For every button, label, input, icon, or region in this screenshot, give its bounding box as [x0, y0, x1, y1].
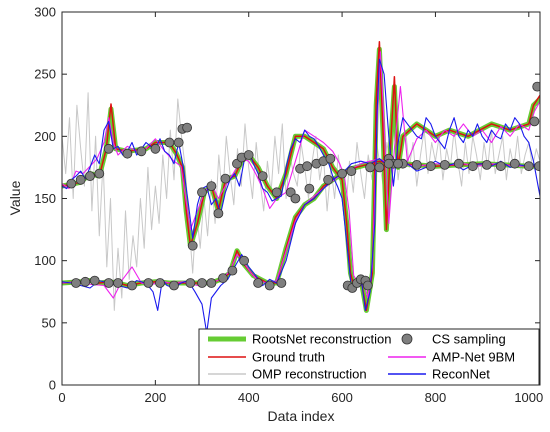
cs-sampling-point [206, 181, 217, 192]
cs-sampling-point [257, 171, 268, 182]
y-tick-label: 50 [42, 315, 56, 330]
cs-sampling-point [182, 122, 193, 133]
cs-sampling-point [169, 280, 179, 291]
y-tick-label: 300 [34, 5, 56, 20]
cs-sampling-point [529, 116, 540, 127]
cs-sampling-point [164, 137, 175, 148]
cs-sampling-point [523, 161, 534, 172]
cs-sampling-point [534, 161, 540, 172]
cs-sampling-point [346, 166, 357, 177]
series-layer [62, 41, 540, 334]
series-line-ground-truth-1 [62, 41, 540, 312]
legend-label: AMP-Net 9BM [432, 350, 515, 365]
cs-sampling-point [220, 173, 231, 184]
cs-sampling-point [323, 174, 334, 185]
legend-label: CS sampling [432, 332, 506, 347]
cs-sampling-point [495, 161, 506, 172]
cs-sampling-point [243, 150, 254, 160]
cs-sampling-point [509, 158, 520, 169]
legend-label: OMP reconstruction [252, 367, 367, 382]
cs-sampling-point [143, 278, 154, 288]
cs-sampling-point [264, 280, 275, 291]
cs-sampling-point [66, 178, 77, 189]
series-cs-sampling [66, 81, 540, 293]
legend-box [198, 328, 540, 386]
cs-sampling-point [218, 273, 228, 284]
cs-sampling-point [532, 81, 540, 92]
cs-sampling-point [85, 171, 95, 182]
cs-sampling-point [290, 193, 301, 204]
cs-sampling-point [127, 280, 137, 291]
cs-sampling-point [197, 278, 207, 288]
x-axis-label: Data index [268, 408, 335, 424]
cs-sampling-point [213, 208, 224, 219]
legend-label: ReconNet [432, 367, 490, 382]
axis-ticks: 0 200 400 600 800 1000 0 50 100 150 200 250 300 [34, 5, 543, 406]
y-tick-label: 0 [49, 378, 56, 393]
cs-sampling-point [227, 265, 238, 276]
cs-sampling-point [239, 255, 250, 266]
cs-sampling-point [467, 161, 478, 172]
cs-sampling-point [136, 146, 147, 157]
cs-sampling-point [271, 187, 282, 198]
cs-sampling-point [374, 162, 385, 173]
cs-sampling-point [362, 280, 373, 291]
legend: RootsNet reconstruction CS sampling Ground… [198, 328, 540, 386]
cs-sampling-point [155, 278, 165, 288]
cs-sampling-point [337, 168, 348, 179]
x-tick-label: 1000 [514, 390, 543, 405]
cs-sampling-point [365, 162, 376, 173]
cs-sampling-point [439, 159, 450, 170]
legend-item-cs-sampling: CS sampling [401, 332, 506, 347]
cs-sampling-point [383, 158, 394, 169]
cs-sampling-point [187, 240, 198, 251]
cs-sampling-point [302, 161, 313, 172]
x-tick-label: 200 [145, 390, 167, 405]
y-axis-label: Value [7, 180, 23, 215]
y-tick-label: 250 [34, 67, 56, 82]
cs-sampling-point [411, 159, 422, 170]
cs-sampling-point [425, 161, 436, 172]
legend-item-reconnet: ReconNet [388, 367, 490, 382]
cs-sampling-point [173, 137, 184, 148]
cs-sampling-point [393, 158, 404, 169]
cs-sampling-point [185, 278, 196, 288]
cs-sampling-point [197, 187, 207, 198]
cs-sampling-point [453, 158, 464, 169]
cs-sampling-point [122, 148, 133, 159]
cs-sampling-point [113, 278, 123, 288]
cs-sampling-point [304, 183, 315, 194]
legend-item-ground-truth: Ground truth [208, 350, 325, 365]
cs-sampling-point [94, 168, 105, 179]
cs-sampling-point [253, 278, 264, 288]
cs-sampling-point [80, 276, 91, 287]
legend-item-amp-net-9bm: AMP-Net 9BM [388, 350, 515, 365]
x-tick-label: 800 [425, 390, 447, 405]
cs-sampling-point [89, 275, 100, 286]
y-tick-label: 150 [34, 191, 56, 206]
cs-sampling-point [103, 278, 114, 288]
cs-sampling-point [150, 143, 161, 154]
legend-items: RootsNet reconstruction CS sampling Ground… [208, 332, 515, 382]
y-tick-label: 200 [34, 129, 56, 144]
cs-sampling-point [481, 159, 492, 170]
legend-swatch [401, 333, 413, 345]
cs-sampling-point [325, 153, 336, 164]
cs-sampling-point [71, 278, 81, 288]
x-tick-label: 400 [238, 390, 260, 405]
cs-sampling-point [75, 174, 86, 185]
legend-item-omp-reconstruction: OMP reconstruction [208, 367, 367, 382]
legend-item-rootsnet-reconstruction: RootsNet reconstruction [208, 332, 391, 347]
x-tick-label: 600 [331, 390, 353, 405]
cs-sampling-point [103, 143, 114, 154]
y-tick-label: 100 [34, 253, 56, 268]
legend-label: Ground truth [252, 350, 325, 365]
cs-sampling-point [276, 278, 287, 288]
cs-sampling-point [206, 278, 217, 288]
legend-label: RootsNet reconstruction [252, 332, 391, 347]
x-tick-label: 0 [58, 390, 65, 405]
